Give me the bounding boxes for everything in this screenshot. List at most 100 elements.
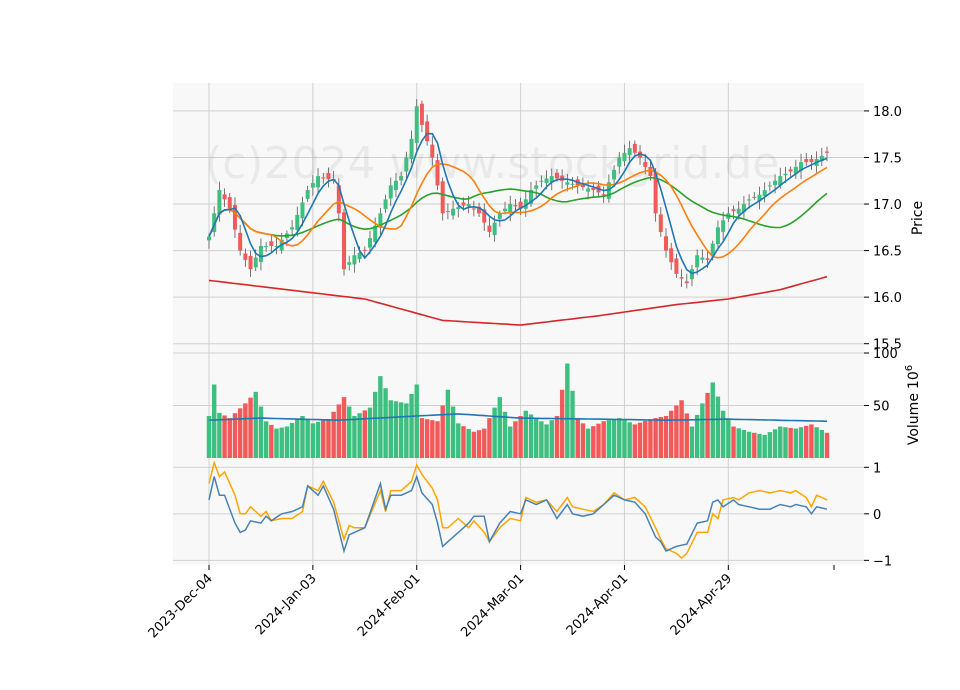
candle-down [326, 173, 331, 180]
volume-bar [352, 416, 357, 458]
volume-bar [357, 413, 362, 458]
y-tick-label: 16.5 [873, 245, 902, 260]
candle-up [570, 183, 575, 185]
volume-bar [398, 402, 404, 458]
volume-bar [440, 405, 445, 458]
volume-bar [663, 416, 669, 458]
candle-up [606, 182, 611, 199]
price-panel-background [173, 83, 864, 353]
volume-bar [232, 413, 238, 458]
volume-bar [284, 426, 290, 458]
y-tick-label: 50 [873, 400, 890, 415]
candle-up [778, 176, 783, 186]
volume-bar [653, 418, 658, 458]
volume-bar [269, 424, 274, 458]
candle-down [243, 253, 248, 260]
volume-bar [648, 419, 653, 458]
volume-bar [617, 418, 622, 458]
volume-bar [762, 434, 767, 458]
candle-down [632, 143, 637, 153]
candle-up [466, 204, 471, 207]
volume-bar [295, 419, 300, 458]
volume-bar [559, 389, 565, 458]
ma-long-line [208, 275, 828, 326]
volume-bar [570, 390, 575, 458]
candle-up [388, 185, 393, 199]
y-tick-label: 17.0 [873, 198, 902, 213]
volume-axis-exponent: 6 [904, 365, 915, 371]
candle-up [549, 176, 554, 183]
candle-up [274, 245, 279, 247]
candle-down [731, 209, 736, 212]
oscillator-panel: −1 0 1 [173, 458, 892, 569]
volume-bar [393, 401, 399, 458]
volume-bar [585, 428, 591, 458]
candle-up [378, 213, 383, 228]
candle-down [440, 181, 445, 214]
volume-bar [466, 428, 471, 458]
volume-bar [632, 424, 638, 458]
candle-down [518, 201, 523, 209]
candle-up [508, 204, 513, 214]
candle-up [617, 157, 622, 167]
oscillator-line-1 [208, 474, 828, 554]
candle-up [253, 257, 258, 268]
candle-down [580, 184, 585, 187]
candle-up [295, 214, 300, 231]
volume-bar [819, 430, 825, 458]
candle-down [705, 258, 710, 260]
candle-down [425, 121, 430, 142]
volume-bar [591, 426, 596, 458]
volume-ma-line [208, 413, 828, 423]
volume-bar [824, 432, 830, 458]
candle-down [653, 171, 658, 214]
volume-bar [710, 382, 715, 458]
candle-down [601, 194, 606, 196]
volume-bar [315, 421, 321, 458]
volume-axis-title: Volume 106 [904, 365, 922, 445]
y-tick-label: 0 [873, 508, 881, 523]
volume-bar [580, 423, 586, 458]
volume-bar [596, 423, 601, 458]
candle-up [290, 227, 295, 230]
candle-down [269, 241, 274, 246]
volume-bar [757, 433, 762, 458]
volume-bar [300, 416, 305, 458]
candle-up [612, 169, 617, 180]
volume-panel: 50 100 Volume 106 [173, 347, 922, 458]
volume-bar [321, 420, 326, 458]
volume-bar [575, 418, 580, 458]
x-axis: 2023-Dec-04 2024-Jan-03 2024-Feb-01 2024-Ma… [146, 565, 835, 641]
candle-down [336, 185, 341, 214]
volume-bars [206, 363, 830, 458]
volume-bar [326, 419, 331, 458]
volume-bar [741, 430, 747, 458]
candle-down [342, 212, 347, 270]
candle-down [238, 232, 243, 251]
volume-bar [705, 392, 710, 458]
volume-bar [372, 391, 378, 458]
volume-bar [637, 422, 643, 458]
volume-bar [471, 431, 477, 458]
x-tick-label: 2024-Jan-03 [253, 571, 320, 638]
volume-bar [497, 397, 503, 458]
candle-up [695, 255, 700, 268]
y-tick-label: −1 [873, 554, 892, 569]
volume-bar [523, 410, 528, 458]
volume-bar [752, 432, 757, 458]
price-panel: (c)2024 www.stockgrid.de 15.5 16.0 16.5 17.… [173, 83, 926, 353]
volume-bar [378, 376, 383, 458]
candle-down [362, 249, 367, 251]
oscillator-grid [173, 458, 864, 565]
candle-up [736, 208, 741, 214]
candle-up [367, 238, 372, 248]
volume-bar [279, 427, 284, 458]
candle-up [523, 199, 528, 209]
candle-down [471, 208, 476, 210]
volume-bar [206, 416, 212, 458]
candle-down [684, 281, 689, 284]
price-axis-title: Price [910, 201, 926, 235]
candle-up [212, 213, 217, 233]
